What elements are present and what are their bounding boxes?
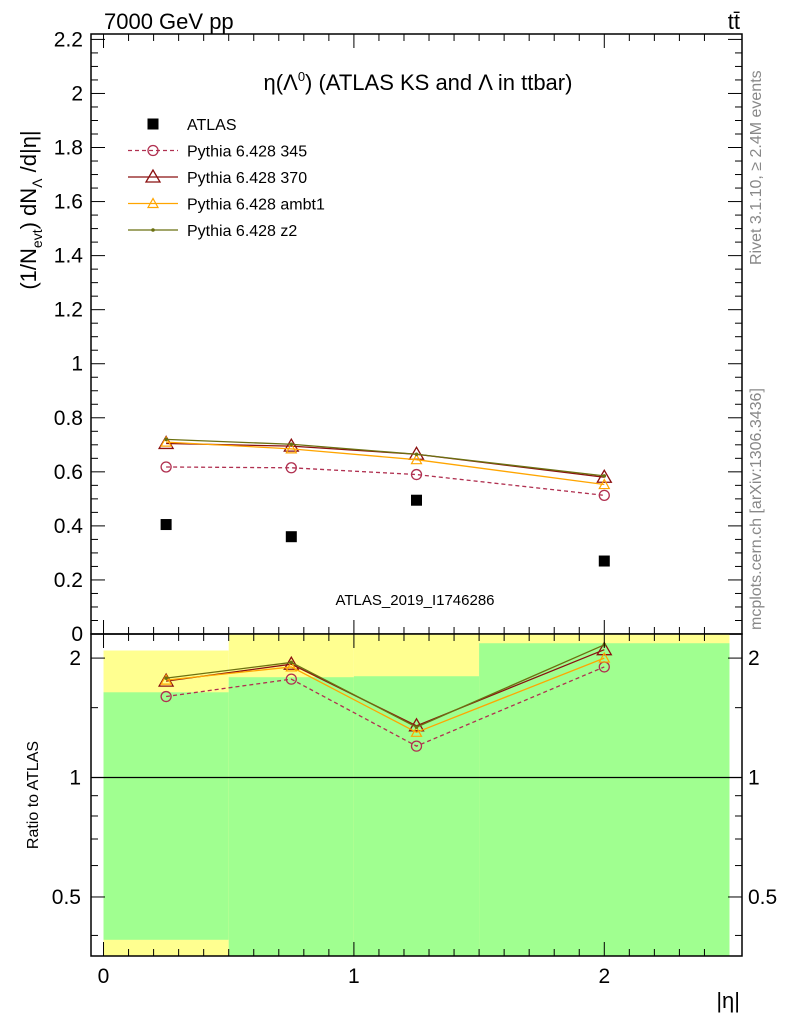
ratio-plot-frame bbox=[90, 633, 743, 957]
main-data-point bbox=[598, 489, 610, 502]
ratio-uncertainty-bands bbox=[103, 634, 730, 956]
main-series-line bbox=[166, 442, 605, 478]
ratio-y-ticks: 0.5 0.5 1 1 2 2 bbox=[52, 647, 777, 936]
main-plot-title: η(Λ0) (ATLAS KS and Λ in ttbar) bbox=[264, 69, 573, 95]
main-data-point bbox=[598, 478, 611, 490]
ratio-data-point bbox=[414, 725, 419, 729]
ratio-y-axis-label: Ratio to ATLAS bbox=[25, 741, 42, 849]
legend: ATLAS Pythia 6.428 345 Pythia 6.428 370 Pyt… bbox=[128, 117, 325, 240]
legend-marker bbox=[147, 118, 159, 130]
ratio-green-band bbox=[103, 692, 229, 940]
ratio-data-point bbox=[598, 651, 611, 663]
ratio-y-tick-label-right: 1 bbox=[748, 767, 760, 790]
legend-entry-label: Pythia 6.428 370 bbox=[187, 170, 307, 187]
rivet-version-label: Rivet 3.1.10, ≥ 2.4M events bbox=[748, 70, 765, 265]
ratio-x-tick-label: 1 bbox=[348, 965, 360, 988]
header-process-label: tt̄ bbox=[728, 9, 740, 34]
ratio-plot-marks bbox=[157, 641, 613, 752]
main-y-tick-label: 1.4 bbox=[54, 245, 84, 268]
main-data-point bbox=[596, 468, 613, 483]
main-plot-marks bbox=[157, 435, 613, 567]
ratio-x-ticks: 0 1 2 bbox=[98, 634, 705, 988]
ratio-data-point bbox=[160, 673, 173, 685]
ratio-data-point bbox=[289, 660, 294, 665]
legend-marker bbox=[151, 228, 155, 232]
main-y-axis-label: (1/Nevt) dNΛ /d|η| bbox=[16, 130, 45, 289]
legend-marker bbox=[144, 168, 162, 183]
ratio-data-point bbox=[160, 690, 172, 703]
ratio-x-tick-label: 0 bbox=[98, 965, 110, 988]
ratio-data-point bbox=[410, 740, 423, 752]
ratio-series-line bbox=[166, 644, 605, 728]
main-data-point bbox=[285, 442, 298, 454]
ratio-green-band bbox=[479, 643, 730, 956]
main-y-tick-label: 1.2 bbox=[54, 299, 83, 322]
ratio-series-line bbox=[166, 657, 605, 734]
main-data-point bbox=[164, 437, 168, 442]
main-y-tick-label: 1.8 bbox=[54, 137, 83, 160]
ratio-y-tick-label: 1 bbox=[69, 767, 81, 790]
main-series-line bbox=[166, 441, 605, 486]
ratio-data-point bbox=[285, 660, 298, 672]
ratio-green-band bbox=[228, 677, 354, 956]
ratio-data-point bbox=[285, 673, 297, 685]
ratio-green-band bbox=[353, 676, 480, 956]
legend-entry-label: ATLAS bbox=[187, 117, 237, 134]
legend-marker bbox=[147, 144, 159, 157]
main-y-tick-label: 0.6 bbox=[54, 461, 83, 484]
main-data-point bbox=[410, 453, 423, 465]
legend-entry-label: Pythia 6.428 z2 bbox=[187, 223, 297, 240]
ratio-y-tick-label: 2 bbox=[69, 647, 81, 670]
main-data-point bbox=[285, 462, 297, 474]
main-y-tick-label: 0 bbox=[71, 623, 83, 646]
main-y-tick-label: 0.2 bbox=[54, 569, 83, 592]
main-data-point bbox=[602, 474, 607, 478]
header-energy-label: 7000 GeV pp bbox=[104, 9, 234, 34]
main-data-point bbox=[285, 531, 297, 543]
ratio-y-tick-label-right: 2 bbox=[748, 647, 760, 670]
main-data-point bbox=[160, 519, 172, 531]
main-data-point bbox=[160, 435, 173, 447]
main-y-tick-label: 0.4 bbox=[54, 515, 84, 538]
x-axis-label: |η| bbox=[716, 988, 740, 1013]
ratio-data-point bbox=[410, 726, 423, 737]
main-data-point bbox=[414, 452, 419, 457]
main-y-ticks: 0 0.2 0.4 0.6 0.8 1 1.2 1.4 1.6 1.8 2 2.2 bbox=[54, 28, 742, 646]
legend-marker bbox=[146, 197, 160, 209]
main-data-point bbox=[410, 468, 423, 481]
ratio-y-tick-label-right: 0.5 bbox=[748, 886, 777, 909]
main-y-tick-label: 0.8 bbox=[54, 407, 83, 430]
main-y-tick-label: 1.6 bbox=[54, 191, 83, 214]
main-data-point bbox=[160, 461, 172, 473]
main-plot-watermark: ATLAS_2019_I1746286 bbox=[335, 592, 494, 609]
main-data-point bbox=[289, 442, 294, 447]
ratio-x-tick-label: 2 bbox=[598, 965, 610, 988]
ratio-plot: 0.5 0.5 1 1 2 2 0 1 2 Ratio to ATLAS |η| bbox=[25, 633, 777, 1013]
main-series-line bbox=[166, 438, 605, 477]
main-y-tick-label: 2.2 bbox=[54, 28, 83, 51]
main-data-point bbox=[598, 555, 610, 567]
main-data-point bbox=[411, 494, 422, 506]
legend-entry-label: Pythia 6.428 ambt1 bbox=[187, 197, 325, 214]
ratio-data-point bbox=[596, 641, 613, 656]
mcplots-reference-label: mcplots.cern.ch [arXiv:1306.3436] bbox=[748, 388, 765, 630]
main-plot: 0 0.2 0.4 0.6 0.8 1 1.2 1.4 1.6 1.8 2 2.2 ATLAS_201… bbox=[16, 28, 743, 646]
main-y-tick-label: 2 bbox=[71, 82, 83, 105]
ratio-data-point bbox=[164, 676, 168, 680]
legend-entry-label: Pythia 6.428 345 bbox=[187, 144, 307, 161]
main-y-tick-label: 1 bbox=[71, 353, 83, 376]
main-series-line bbox=[166, 466, 605, 496]
ratio-series-line bbox=[166, 666, 605, 747]
ratio-y-tick-label: 0.5 bbox=[52, 886, 81, 909]
